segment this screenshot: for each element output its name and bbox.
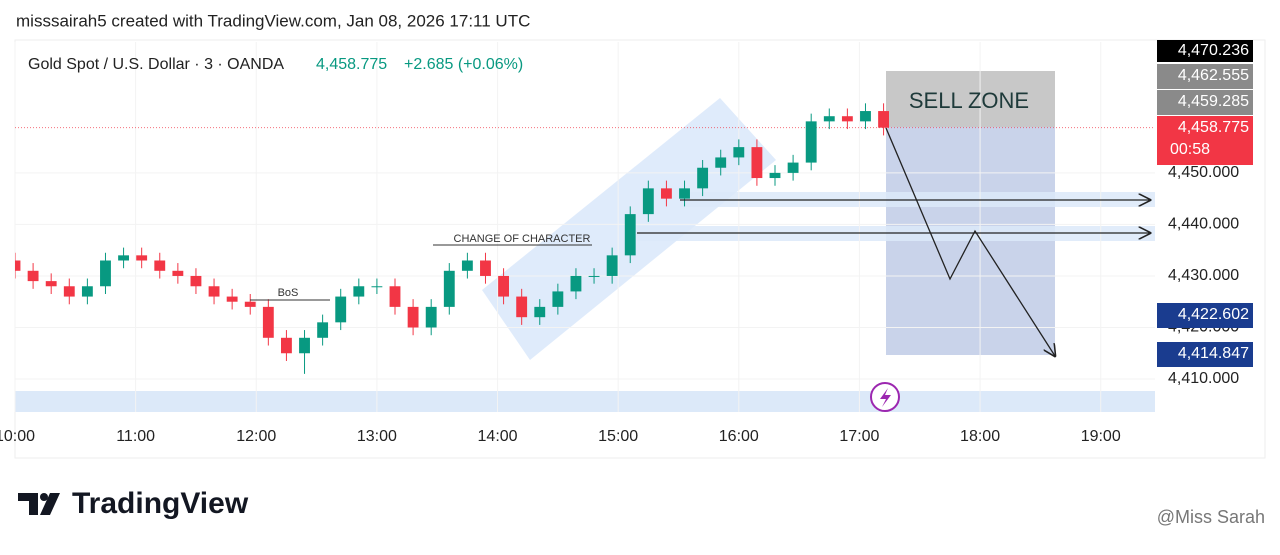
candle-body xyxy=(15,260,21,271)
x-tick-label: 14:00 xyxy=(478,428,518,445)
x-tick-label: 12:00 xyxy=(236,428,276,445)
candle-body xyxy=(552,291,564,307)
price-tag: 4,458.775 xyxy=(1178,119,1249,136)
candles xyxy=(15,103,889,374)
x-tick-label: 11:00 xyxy=(116,428,155,445)
candle-body xyxy=(588,275,600,277)
candle-body xyxy=(751,147,763,179)
candle-body xyxy=(136,255,148,261)
header-credit: misssairah5 created with TradingView.com… xyxy=(16,11,530,30)
candle-body xyxy=(190,275,202,287)
bottom-band xyxy=(15,391,1155,412)
candle-body xyxy=(154,260,166,271)
countdown: 00:58 xyxy=(1170,141,1210,158)
tag-bg xyxy=(1157,40,1253,62)
candle-body xyxy=(100,260,111,287)
price-tag: 4,470.236 xyxy=(1178,42,1249,59)
y-tick-label: 4,410.000 xyxy=(1168,370,1239,387)
alert-bolt xyxy=(880,388,891,407)
candle-body xyxy=(805,121,817,163)
x-tick-label: 10:00 xyxy=(0,428,35,445)
price-change: +2.685 (+0.06%) xyxy=(404,56,523,73)
x-tick-label: 13:00 xyxy=(357,428,397,445)
candle-body xyxy=(371,286,383,288)
x-tick-label: 19:00 xyxy=(1081,428,1121,445)
candle-body xyxy=(407,306,419,328)
candle-body xyxy=(606,255,618,276)
price-tag: 4,422.602 xyxy=(1178,306,1249,323)
choch-label: CHANGE OF CHARACTER xyxy=(454,233,591,245)
logo-dot xyxy=(40,493,48,501)
tag-bg xyxy=(1157,116,1253,165)
axes: 4,410.0004,420.0004,430.0004,440.0004,45… xyxy=(0,164,1239,445)
y-tick-label: 4,430.000 xyxy=(1168,267,1239,284)
x-tick-label: 17:00 xyxy=(839,428,879,445)
watermark: @Miss Sarah xyxy=(1157,507,1265,527)
candle-body xyxy=(172,270,184,276)
x-tick-label: 15:00 xyxy=(598,428,638,445)
candle-body xyxy=(118,255,129,261)
bos-label: BoS xyxy=(278,287,299,299)
sell-zone xyxy=(886,71,1055,127)
drawings: BoS CHANGE OF CHARACTER SELL ZONE xyxy=(250,88,1150,412)
candle-body xyxy=(353,286,365,297)
candle-body xyxy=(516,296,528,318)
candle-body xyxy=(262,306,274,338)
candle-body xyxy=(63,286,75,297)
candle-body xyxy=(317,322,329,338)
candle-body xyxy=(642,188,654,215)
candle-body xyxy=(570,275,582,292)
candle-body xyxy=(226,296,238,302)
candle-body xyxy=(208,286,220,297)
candle-body xyxy=(81,286,93,297)
candle-body xyxy=(461,260,473,271)
price-tag: 4,414.847 xyxy=(1178,345,1249,362)
candle-body xyxy=(769,172,781,179)
candle-body xyxy=(27,270,39,282)
candle-body xyxy=(498,275,509,297)
candle-body xyxy=(335,296,347,323)
candle-body xyxy=(860,111,871,122)
candle-body xyxy=(661,188,672,199)
y-tick-label: 4,450.000 xyxy=(1168,164,1239,181)
candle-body xyxy=(443,270,455,307)
projection xyxy=(885,127,1055,356)
candle-body xyxy=(389,286,401,307)
x-tick-label: 18:00 xyxy=(960,428,1000,445)
candle-body xyxy=(281,337,292,354)
sell-zone-label: SELL ZONE xyxy=(909,88,1029,113)
y-tick-label: 4,440.000 xyxy=(1168,216,1239,233)
price-tag: 4,462.555 xyxy=(1178,67,1249,84)
candle-body xyxy=(715,157,727,168)
candle-body xyxy=(480,260,491,276)
candle-body xyxy=(45,281,57,287)
candle-body xyxy=(878,111,889,128)
price-tag: 4,459.285 xyxy=(1178,93,1249,110)
tag-bg xyxy=(1157,64,1253,89)
logo-text: TradingView xyxy=(72,487,249,520)
candle-body xyxy=(733,147,745,158)
x-tick-label: 16:00 xyxy=(719,428,759,445)
candle-body xyxy=(624,214,636,256)
symbol: Gold Spot / U.S. Dollar · 3 · OANDA xyxy=(28,56,284,73)
candle-body xyxy=(534,306,546,318)
tag-bg xyxy=(1157,342,1253,367)
candle-body xyxy=(841,116,853,122)
footer-logo: TradingView xyxy=(18,487,249,520)
tag-bg xyxy=(1157,90,1253,115)
candle-body xyxy=(679,188,690,199)
candle-body xyxy=(697,167,709,189)
candle-body xyxy=(244,301,256,307)
logo-mark xyxy=(18,493,60,515)
candle-body xyxy=(425,306,437,328)
candle-body xyxy=(787,162,799,173)
price-tags: 4,470.236 4,462.555 4,459.285 4,458.775 … xyxy=(1157,40,1253,367)
last-price: 4,458.775 xyxy=(316,56,387,73)
candle-body xyxy=(299,337,310,354)
candle-body xyxy=(823,116,835,122)
tag-bg xyxy=(1157,303,1253,328)
